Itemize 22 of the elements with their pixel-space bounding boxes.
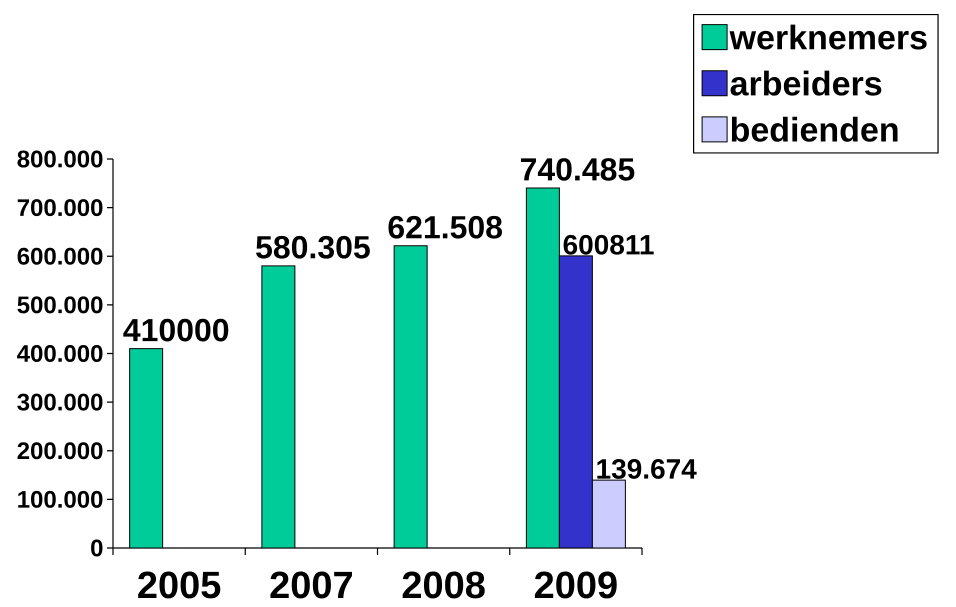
y-tick-label: 700.000 [18,199,102,216]
x-tick-label: 2008 [402,572,485,598]
legend-label: bedienden [732,116,898,142]
x-tick-label: 2007 [270,572,352,598]
y-tick-label: 600.000 [18,248,102,265]
y-tick-label: 500.000 [17,296,102,314]
y-tick-label: 800.000 [17,150,102,168]
x-tick-label: 2009 [534,572,617,598]
data-label: 740.485 [520,158,634,181]
y-tick-label: 400.000 [17,344,102,362]
data-label: 600811 [564,234,654,255]
data-label: 621.508 [388,216,502,239]
data-label: 139.674 [597,459,697,479]
data-label: 580.305 [256,236,370,259]
y-tick-label: 300.000 [17,394,102,411]
legend-label: arbeiders [730,70,882,96]
x-tick-label: 2005 [138,572,220,598]
y-tick-label: 0 [91,539,102,556]
y-tick-label: 200.000 [18,442,102,460]
data-label: 410000 [123,318,228,342]
y-tick-label: 100.000 [18,490,102,508]
legend-label: werknemers [730,24,927,50]
